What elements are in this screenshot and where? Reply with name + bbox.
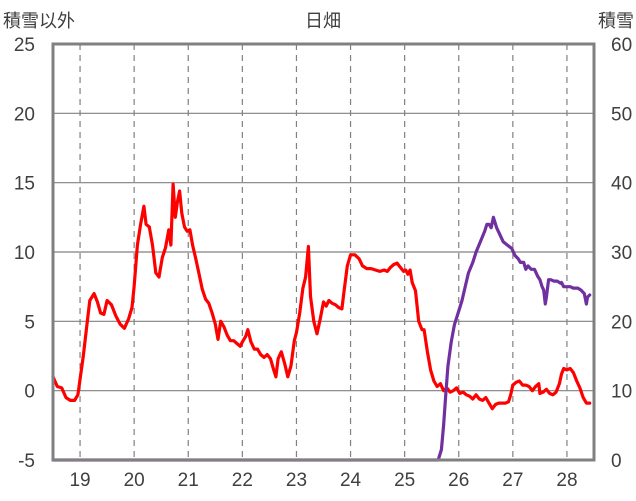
y-left-tick-label: 5 — [24, 312, 35, 333]
data-series — [51, 182, 592, 462]
temperature-series-line — [51, 182, 592, 411]
x-tick-label: 25 — [394, 470, 415, 491]
x-tick-label: 26 — [448, 470, 469, 491]
plot-frame — [51, 42, 596, 462]
x-tick-label: 23 — [286, 470, 307, 491]
y-right-tick-label: 50 — [611, 104, 632, 125]
x-tick-label: 20 — [124, 470, 145, 491]
y-right-tick-label: 0 — [611, 451, 622, 472]
y-right-tick-label: 30 — [611, 243, 632, 264]
y-right-axis-label: 積雪 — [598, 11, 634, 32]
x-tick-label: 28 — [556, 470, 577, 491]
y-right-tick-label: 10 — [611, 382, 632, 403]
y-left-tick-label: 10 — [14, 243, 35, 264]
y-right-tick-labels: 60 50 40 30 20 10 0 — [611, 35, 632, 472]
x-tick-label: 21 — [178, 470, 199, 491]
x-tick-label: 24 — [340, 470, 362, 491]
y-right-tick-label: 60 — [611, 35, 632, 56]
y-left-tick-label: 20 — [14, 104, 35, 125]
x-tick-label: 22 — [232, 470, 253, 491]
chart-title: 日畑 — [305, 11, 341, 32]
y-left-tick-label: -5 — [18, 451, 35, 472]
y-left-tick-label: 15 — [14, 174, 35, 195]
y-right-tick-label: 20 — [611, 312, 632, 333]
y-left-tick-labels: 25 20 15 10 5 0 -5 — [14, 35, 35, 472]
x-tick-label: 27 — [502, 470, 523, 491]
x-tick-label: 19 — [69, 470, 90, 491]
y-left-axis-label: 積雪以外 — [3, 11, 75, 32]
y-left-tick-label: 0 — [24, 382, 35, 403]
snow-depth-series-line — [51, 215, 592, 462]
x-tick-labels: 19 20 21 22 23 24 25 26 27 28 — [69, 470, 577, 491]
y-right-tick-label: 40 — [611, 174, 632, 195]
y-left-tick-label: 25 — [14, 35, 35, 56]
